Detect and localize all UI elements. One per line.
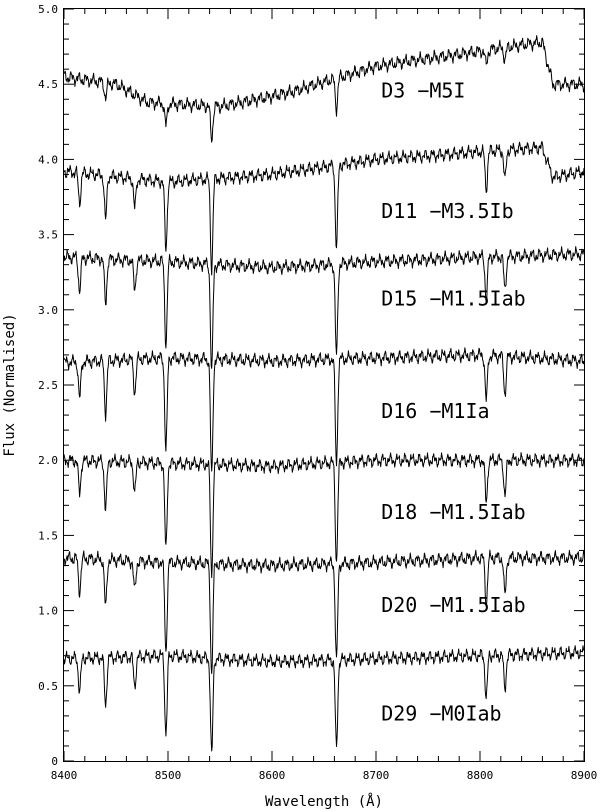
spectra-series bbox=[63, 35, 585, 752]
spectrum-line bbox=[63, 246, 585, 369]
spectrum-line bbox=[63, 452, 585, 579]
spectrum-line bbox=[63, 645, 585, 752]
x-tick-label: 8500 bbox=[155, 769, 182, 782]
spectrum-label: D29 −M0Iab bbox=[381, 701, 501, 725]
y-tick-label: 2.0 bbox=[38, 454, 58, 467]
spectrum-line bbox=[63, 35, 585, 143]
y-tick-label: 3.5 bbox=[38, 229, 58, 242]
y-tick-label: 0 bbox=[51, 755, 58, 768]
y-tick-label: 0.5 bbox=[38, 680, 58, 693]
spectrum-line bbox=[63, 141, 585, 276]
x-axis-label: Wavelength (Å) bbox=[265, 793, 383, 810]
x-tick-label: 8400 bbox=[51, 769, 78, 782]
y-tick-label: 3.0 bbox=[38, 304, 58, 317]
spectrum-label: D15 −M1.5Iab bbox=[381, 286, 526, 310]
y-tick-label: 1.0 bbox=[38, 605, 58, 618]
spectrum-label: D3 −M5I bbox=[381, 79, 465, 103]
spectrum-label: D18 −M1.5Iab bbox=[381, 500, 526, 524]
x-tick-label: 8800 bbox=[467, 769, 494, 782]
y-tick-label: 4.5 bbox=[38, 78, 58, 91]
y-tick-label: 4.0 bbox=[38, 153, 58, 166]
y-axis-label: Flux (Normalised) bbox=[2, 313, 18, 456]
plot-frame bbox=[63, 8, 585, 762]
x-tick-label: 8900 bbox=[571, 769, 598, 782]
x-tick-label: 8600 bbox=[259, 769, 286, 782]
y-tick-label: 2.5 bbox=[38, 379, 58, 392]
spectrum-label: D11 −M3.5Ib bbox=[381, 199, 513, 223]
spectrum-label: D20 −M1.5Iab bbox=[381, 593, 526, 617]
spectrum-label: D16 −M1Ia bbox=[381, 399, 489, 423]
spectrum-line bbox=[63, 347, 585, 472]
spectrum-labels: D3 −M5I D11 −M3.5Ib D15 −M1.5Iab D16 −M1Ia D… bbox=[381, 79, 526, 726]
axis-tick-labels: 8400 8500 8600 8700 8800 8900 0 0.5 1.0 1.5 2.0 2.5… bbox=[38, 3, 597, 782]
y-tick-label: 5.0 bbox=[38, 3, 58, 16]
y-tick-label: 1.5 bbox=[38, 529, 58, 542]
spectrum-line bbox=[63, 549, 585, 674]
x-tick-label: 8700 bbox=[363, 769, 390, 782]
